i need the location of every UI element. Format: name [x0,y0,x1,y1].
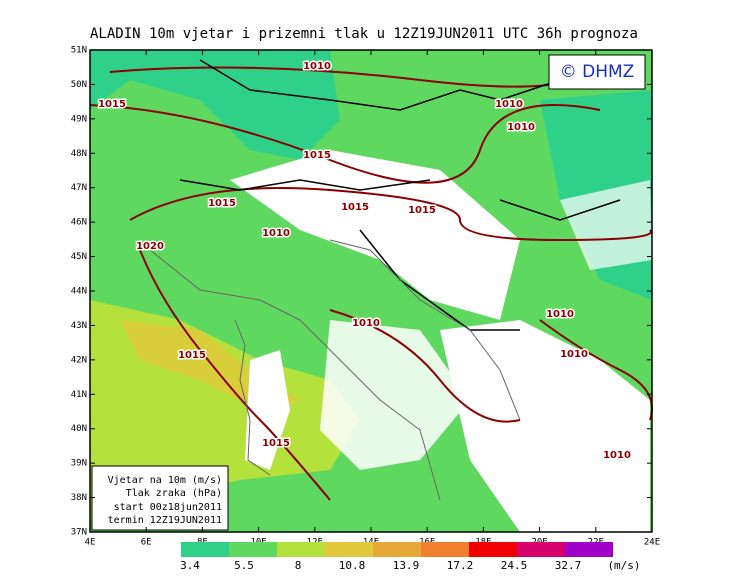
isobar-label: 1010 [507,122,535,133]
legend-swatch [181,542,229,557]
lat-label: 48N [71,149,87,159]
legend-swatch [565,542,613,557]
legend-swatch [421,542,469,557]
legend: 3.4 5.5 8 10.8 13.9 17.2 24.5 32.7 (m/s) [180,542,641,572]
lon-label: 4E [85,538,96,548]
info-line: termin 12Z19JUN2011 [108,515,222,526]
info-line: Vjetar na 10m (m/s) [108,475,222,486]
legend-value: 10.8 [339,559,366,572]
legend-value: 3.4 [180,559,200,572]
lon-label: 6E [141,538,152,548]
lat-label: 39N [71,459,87,469]
lat-label: 37N [71,528,87,538]
isobar-label: 1010 [546,309,574,320]
lat-label: 41N [71,390,87,400]
isobar-label: 1010 [560,349,588,360]
legend-value: 13.9 [393,559,420,572]
legend-swatch [229,542,277,557]
copyright-box: © DHMZ [548,54,646,90]
info-box: Vjetar na 10m (m/s) Tlak zraka (hPa) sta… [91,465,229,531]
isobar-label: 1015 [208,198,236,209]
lat-label: 51N [71,46,87,56]
isobar-label: 1015 [303,150,331,161]
copyright: © DHMZ [560,62,635,82]
isobar-labels: 1010 1015 1010 1010 1015 1015 1015 1015 … [97,60,633,463]
lat-label: 45N [71,252,87,262]
isobar-label: 1015 [262,438,290,449]
isobar-label: 1015 [178,350,206,361]
legend-swatch [517,542,565,557]
lat-label: 42N [71,355,87,365]
lon-label: 24E [644,538,660,548]
info-line: start 00z18jun2011 [114,502,222,513]
isobar-label: 1010 [603,450,631,461]
isobar-label: 1010 [495,99,523,110]
lat-label: 50N [71,80,87,90]
legend-swatch [469,542,517,557]
legend-value: 24.5 [501,559,528,572]
isobar-label: 1015 [98,99,126,110]
lat-label: 47N [71,183,87,193]
info-line: Tlak zraka (hPa) [126,488,222,499]
legend-value: 17.2 [447,559,474,572]
legend-value: 8 [295,559,302,572]
lat-label: 43N [71,321,87,331]
isobar-label: 1010 [303,61,331,72]
isobar-label: 1010 [262,228,290,239]
legend-value: 32.7 [555,559,582,572]
legend-unit: (m/s) [607,559,640,572]
lat-label: 44N [71,287,87,297]
lat-label: 40N [71,424,87,434]
legend-swatch [325,542,373,557]
isobar-label: 1015 [341,202,369,213]
map-field [89,49,653,533]
lat-label: 46N [71,218,87,228]
isobar-label: 1010 [352,318,380,329]
legend-value: 5.5 [234,559,254,572]
legend-swatch [373,542,421,557]
map-title: ALADIN 10m vjetar i prizemni tlak u 12Z1… [90,26,638,42]
isobar-label: 1020 [136,241,164,252]
lat-label: 49N [71,114,87,124]
isobar-label: 1015 [408,205,436,216]
lat-label: 38N [71,493,87,503]
legend-swatch [277,542,325,557]
